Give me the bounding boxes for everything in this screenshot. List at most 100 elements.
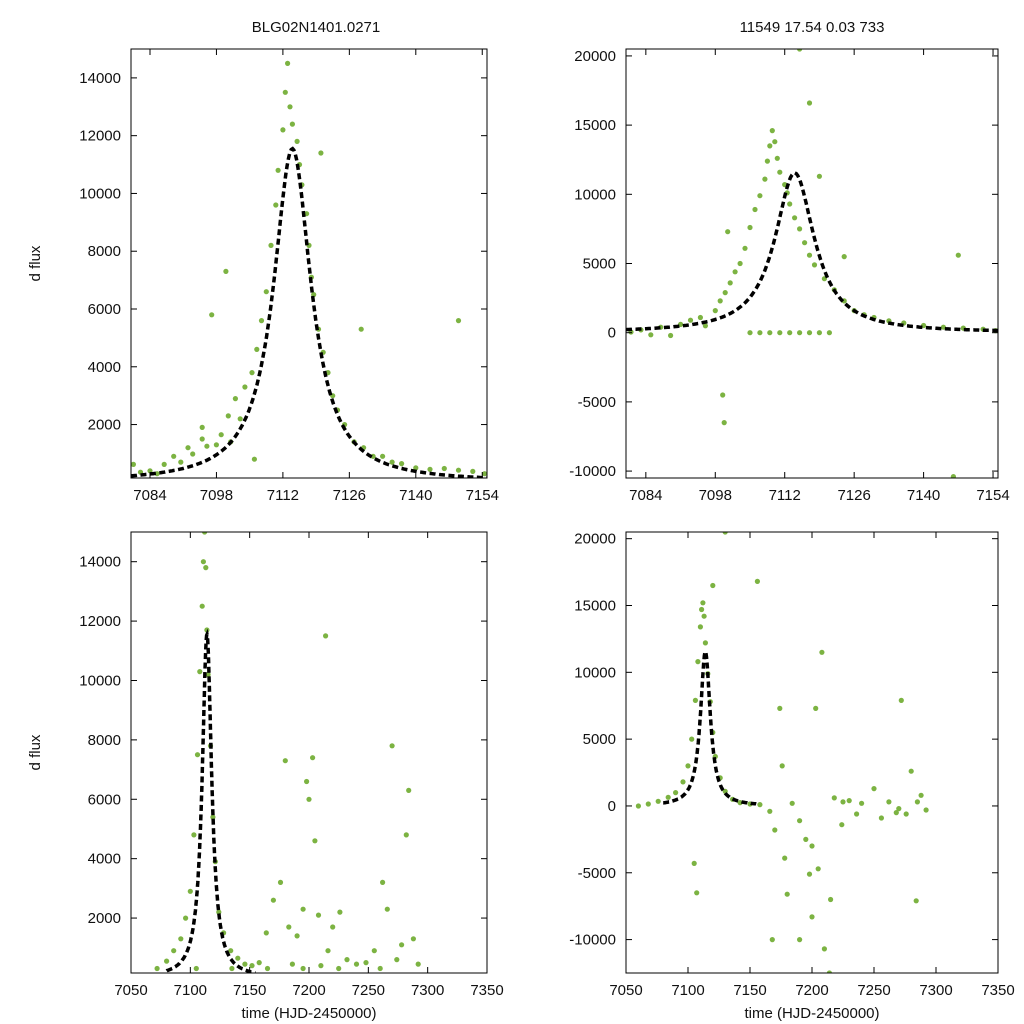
x-axis-label: time (HJD-2450000): [241, 1005, 376, 1022]
data-point-32: [300, 906, 306, 912]
data-point-46: [380, 453, 386, 459]
y-tick-label: 0: [608, 798, 616, 815]
y-tick-label: 12000: [79, 613, 121, 630]
data-point-11: [202, 532, 208, 535]
data-point-17: [752, 206, 758, 213]
data-point-12: [203, 565, 209, 571]
data-point-12: [727, 280, 733, 286]
axes-frame: [130, 531, 488, 974]
data-point-59: [300, 965, 306, 972]
data-point-21: [235, 955, 241, 961]
x-tick-label: 7100: [174, 982, 207, 999]
data-point-25: [263, 930, 269, 936]
y-tick-label: 10000: [574, 664, 616, 681]
data-point-54: [950, 474, 956, 478]
data-point-62: [809, 843, 815, 849]
data-point-14: [205, 671, 211, 678]
data-point-24: [256, 960, 262, 966]
data-point-13: [225, 413, 231, 419]
data-point-50: [903, 811, 909, 817]
data-point-45: [363, 960, 369, 966]
model-curve: [131, 146, 487, 478]
data-point-41: [330, 924, 336, 930]
data-point-43: [344, 957, 350, 963]
data-point-50: [394, 957, 400, 963]
model-curve: [626, 171, 998, 333]
data-point-8: [702, 323, 709, 329]
data-point-47: [886, 799, 892, 805]
data-point-27: [277, 879, 284, 886]
x-tick-label: 7154: [466, 487, 499, 504]
x-tick-label: 7250: [352, 982, 385, 999]
data-point-7: [689, 736, 695, 742]
y-tick-label: -5000: [578, 394, 616, 411]
data-point-2: [171, 948, 177, 954]
data-point-37: [315, 912, 322, 918]
data-point-49: [725, 229, 731, 235]
data-point-58: [767, 330, 773, 336]
data-point-59: [455, 318, 462, 324]
plot-area: [131, 60, 487, 478]
data-point-57: [358, 326, 364, 332]
data-point-56: [209, 312, 215, 318]
data-point-47: [380, 879, 386, 886]
data-point-23: [273, 202, 279, 208]
data-point-36: [312, 838, 318, 844]
data-point-32: [806, 252, 813, 258]
data-point-23: [772, 139, 778, 145]
y-axis-label: d flux: [27, 734, 44, 770]
data-point-61: [797, 937, 803, 943]
data-point-51: [399, 942, 405, 948]
data-point-40: [325, 948, 331, 954]
data-point-24: [275, 167, 281, 173]
data-point-38: [819, 649, 825, 655]
data-point-9: [695, 659, 701, 665]
y-tick-label: 10000: [79, 672, 121, 689]
data-point-54: [923, 807, 929, 813]
data-point-36: [311, 292, 317, 298]
x-tick-label: 7300: [411, 982, 444, 999]
data-point-1: [164, 958, 170, 964]
data-point-29: [792, 215, 798, 221]
x-tick-label: 7112: [769, 487, 801, 504]
data-point-8: [692, 697, 699, 704]
data-point-6: [687, 317, 694, 323]
data-point-3: [665, 794, 671, 800]
data-point-4: [668, 332, 674, 339]
y-tick-label: -5000: [578, 865, 616, 882]
x-tick-label: 7050: [609, 982, 642, 999]
plot-area: [154, 532, 421, 973]
chart-bottom-right: 7050 7100 7150 7200 7250 7300 7350 20000 15000 10…: [569, 531, 1014, 1022]
data-point-59: [777, 330, 783, 336]
data-point-67: [914, 799, 921, 805]
y-tick-label: 10000: [79, 185, 121, 202]
y-tick-label: 15000: [574, 117, 616, 134]
y-tick-label: 8000: [88, 243, 121, 260]
data-point-6: [178, 459, 184, 465]
data-point-41: [831, 795, 837, 801]
data-point-7: [185, 445, 191, 451]
data-point-58: [318, 150, 324, 156]
data-point-22: [268, 242, 274, 248]
data-point-12: [218, 432, 224, 438]
data-point-20: [228, 948, 234, 954]
data-point-5: [678, 321, 684, 327]
y-tick-label: -10000: [569, 463, 616, 480]
data-point-42: [839, 822, 845, 828]
data-point-38: [318, 963, 324, 969]
x-tick-label: 7084: [629, 487, 662, 504]
data-point-11: [699, 606, 705, 613]
data-point-25: [777, 169, 783, 175]
data-point-34: [806, 871, 813, 877]
data-point-31: [802, 240, 808, 246]
data-point-24: [774, 155, 780, 161]
data-point-22: [242, 961, 248, 967]
data-point-8: [197, 669, 203, 675]
data-point-56: [694, 890, 700, 896]
data-point-25: [767, 808, 773, 814]
y-tick-label: 6000: [88, 301, 121, 318]
data-point-64: [826, 330, 833, 336]
data-point-60: [199, 424, 205, 430]
data-point-49: [413, 465, 419, 471]
y-tick-label: 8000: [88, 732, 121, 749]
